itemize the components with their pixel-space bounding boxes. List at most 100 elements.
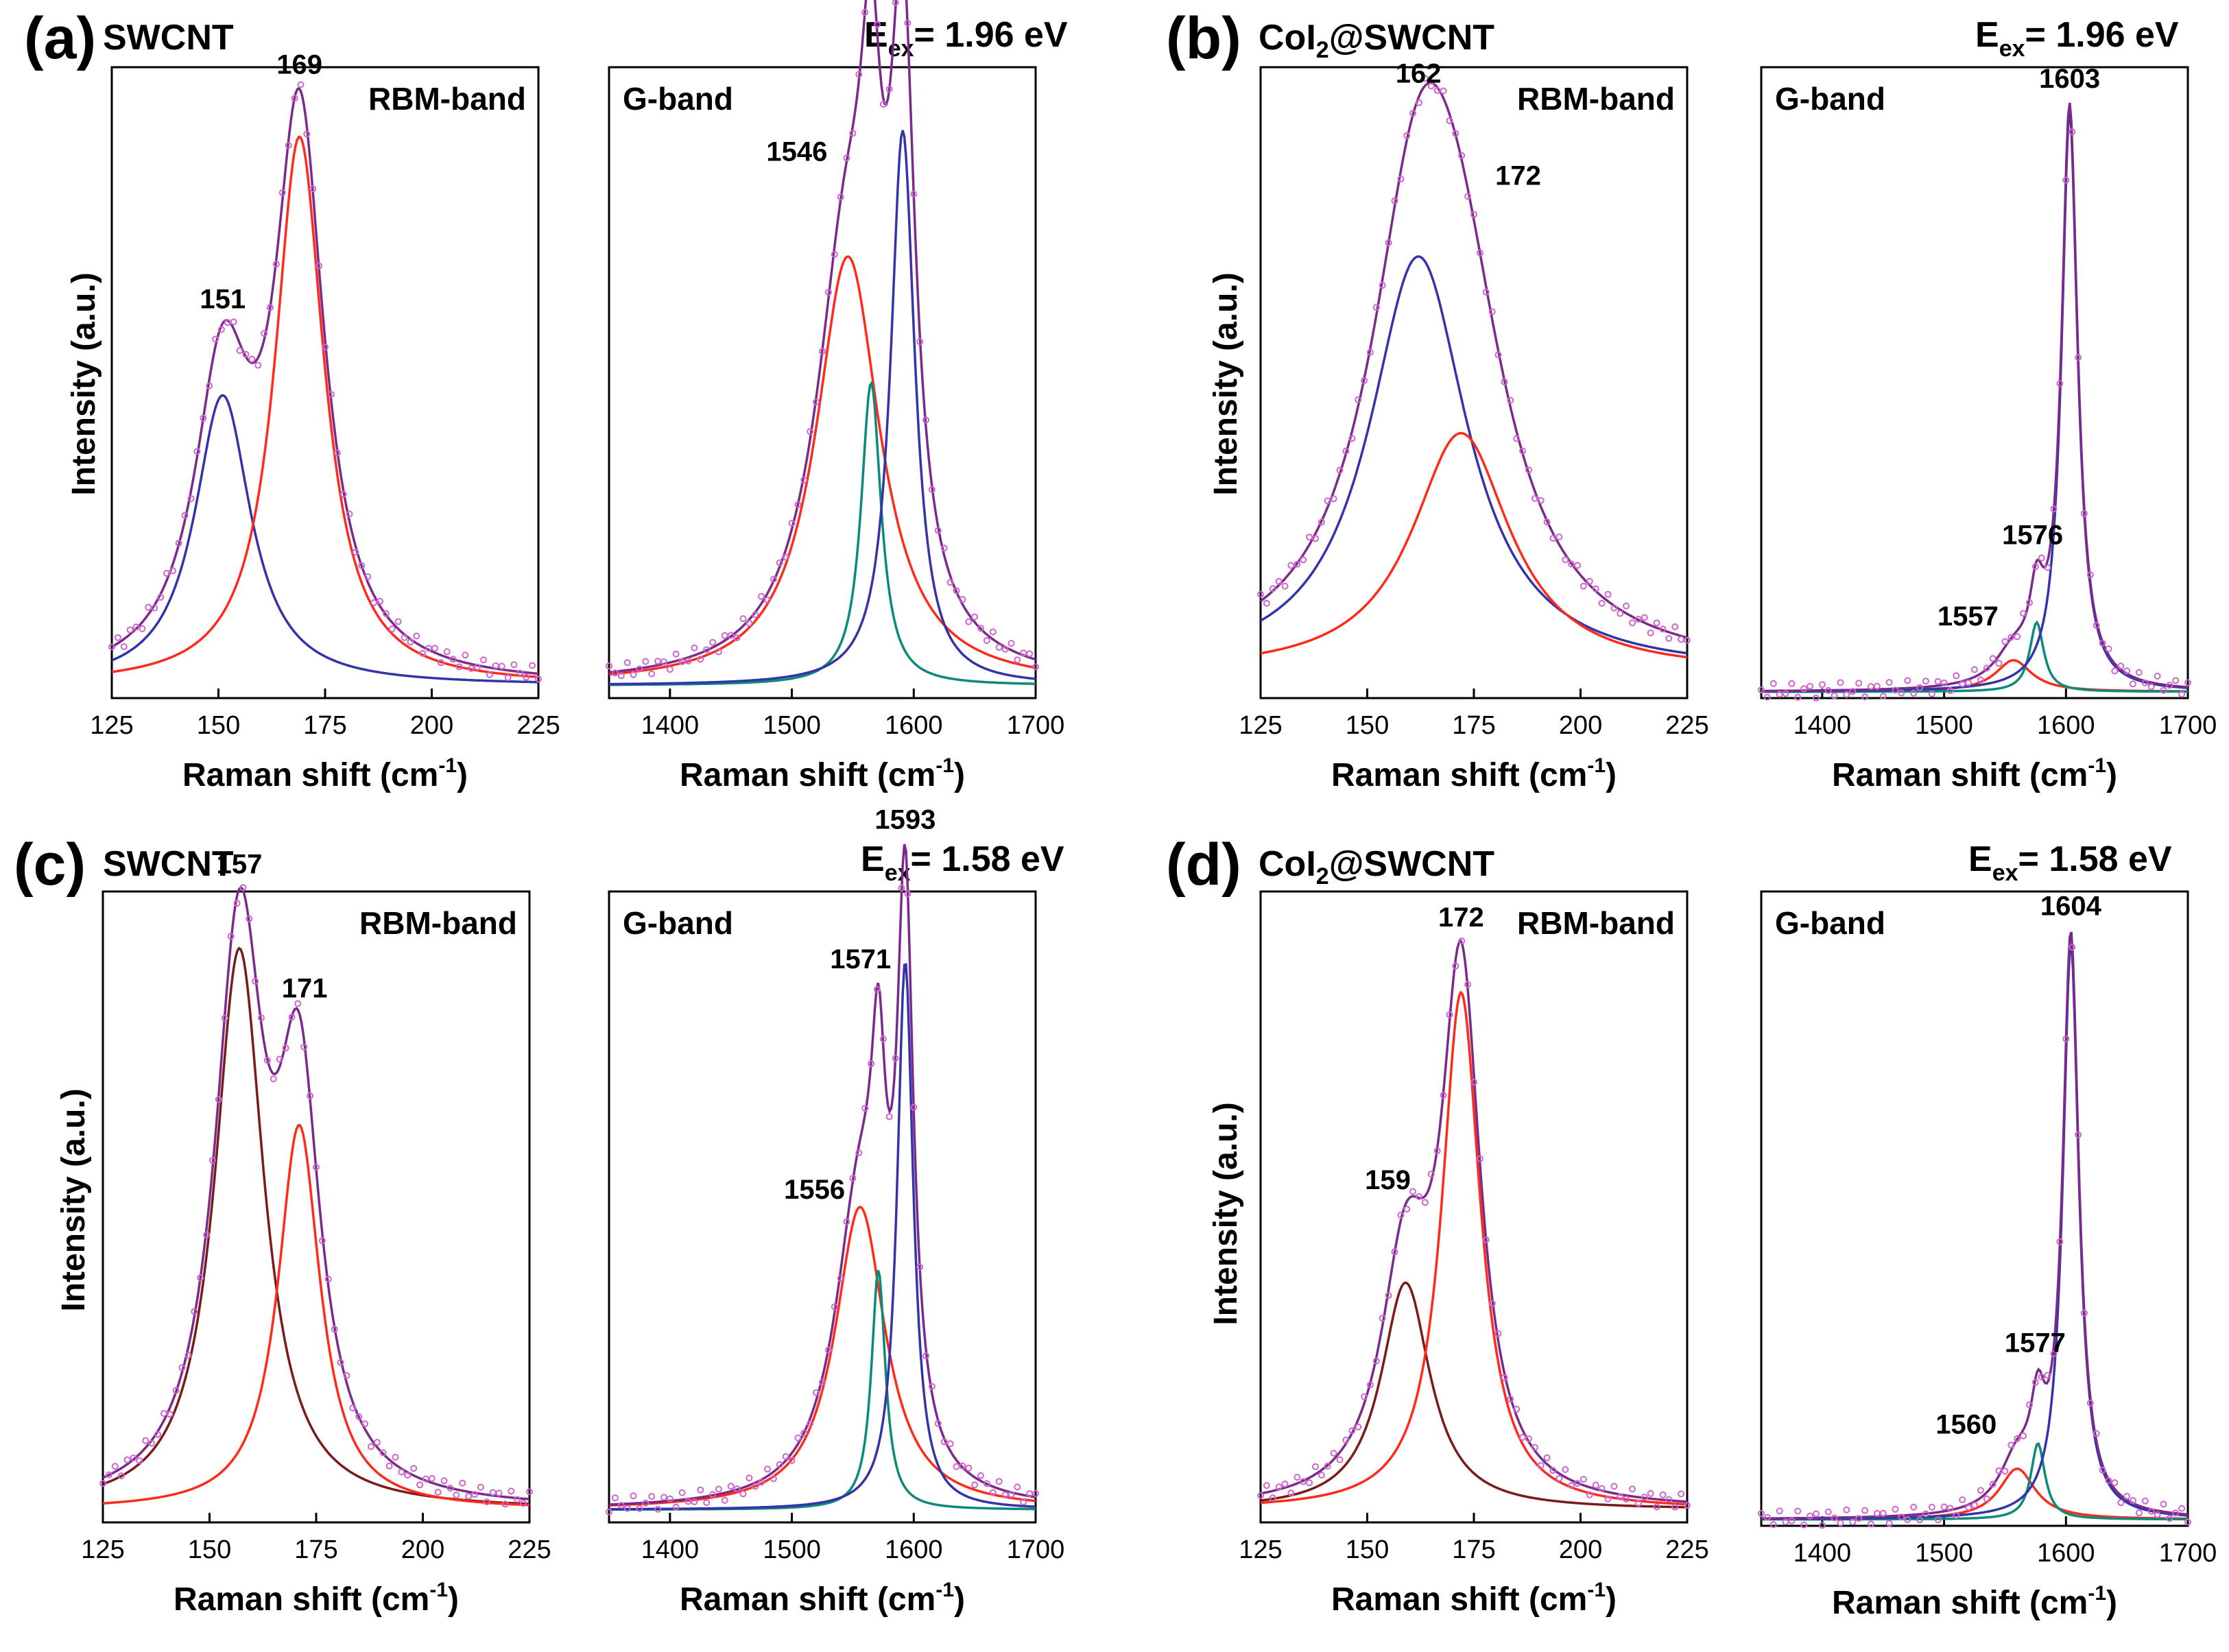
panel-b-rbm-data-point [1421, 75, 1429, 82]
panel-label-b: (b) [1166, 5, 1241, 71]
panel-d-gband-data-point [1928, 1503, 1935, 1511]
panel-d-rbm-data-point [1507, 1396, 1514, 1403]
panel-c-rbm-data-point [221, 1014, 228, 1022]
panel-d-rbm-data-point [1555, 1474, 1563, 1482]
panel-c-gband-data-point [794, 1434, 802, 1441]
panel-d-gband-data-point [2020, 1432, 2027, 1439]
panel-d-gband-data-point [1885, 1520, 1893, 1527]
panel-b-gband-data-point [2160, 686, 2167, 694]
panel-b-gband-xtick-label: 1400 [1793, 711, 1852, 740]
panel-d-rbm-data-point [1433, 1147, 1441, 1155]
panel-b-gband-data-point [1928, 690, 1935, 697]
panel-b-rbm-data-point [1452, 130, 1459, 137]
panel-b-gband-data-point [1940, 679, 1948, 686]
panel-d-gband-data-point [1763, 1513, 1771, 1521]
panel-c-rbm-data-point [385, 1462, 393, 1470]
panel-d-rbm-data-point [1537, 1461, 1545, 1469]
panel-b-gband-data-point [2117, 662, 2125, 670]
panel-d-rbm-data-point [1617, 1493, 1624, 1500]
panel-c-rbm-data-point [263, 1057, 271, 1064]
panel-b-gband-data-point [2178, 691, 2186, 698]
panel-c-gband-data-point [989, 1489, 997, 1496]
panel-a-rbm-data-point [285, 142, 292, 149]
panel-b-rbm-data-point [1275, 577, 1283, 585]
panel-d-gband-data-point [1922, 1510, 1929, 1518]
panel-d-rbm-data-point [1598, 1485, 1606, 1492]
panel-a-gband-data-point [940, 544, 948, 552]
panel-b-rbm-xtick-label: 175 [1452, 711, 1495, 740]
panel-c-rbm-data-point [495, 1489, 503, 1497]
panel-b-gband-data-point [1849, 688, 1857, 695]
panel-b-rbm-data-point [1513, 435, 1521, 442]
panel-d-rbm-data-point [1470, 1079, 1477, 1086]
panel-a-gband-data-point [983, 637, 990, 644]
panel-d-gband-xlabel: Raman shift (cm-1) [1832, 1582, 2117, 1621]
panel-a-rbm-data-point [242, 350, 250, 358]
panel-b-gband-data-point [2062, 176, 2070, 184]
panel-c-rbm-data-point [197, 1274, 204, 1282]
panel-a-rbm-data-point [297, 81, 305, 88]
panel-b-rbm-xtick-label: 150 [1346, 711, 1389, 740]
panel-d-gband-peak-label-1604: 1604 [2040, 891, 2102, 921]
panel-a-gband-data-point [922, 416, 930, 424]
panel-b-gband-data-point [2038, 554, 2045, 562]
panel-c-gband-data-point [623, 1505, 631, 1512]
panel-d-rbm-data-point [1446, 1011, 1453, 1018]
panel-a-rbm-xtick-label: 225 [516, 711, 560, 740]
panel-d-gband-data-point [1800, 1521, 1808, 1529]
panel-d-gband-data-point [1965, 1504, 1972, 1511]
panel-a-gband-data-point [813, 398, 820, 406]
panel-label-d: (d) [1166, 832, 1241, 898]
panel-a-gband-data-point [684, 658, 692, 665]
panel-d-rbm-data-point [1671, 1503, 1679, 1511]
panel-a-rbm-data-point [145, 603, 152, 611]
panel-a-gband-data-point [788, 520, 796, 527]
panel-a-gband-component-1565 [609, 380, 1036, 686]
panel-c-gband-frame [608, 890, 1037, 1524]
panel-b-gband-component-1576 [1761, 620, 2188, 693]
panel-d-gband-peak-label-1560: 1560 [1935, 1410, 1996, 1440]
panel-b-gband-data-point [1959, 680, 1966, 688]
panel-b-rbm-data-point [1494, 351, 1502, 359]
panel-b-rbm-data-point [1306, 534, 1313, 541]
panel-d-rbm-data-point [1525, 1435, 1532, 1442]
panel-b-gband-data-point [2007, 634, 2015, 641]
panel-c-rbm-data-point [355, 1413, 363, 1420]
panel-c-rbm-data-point [282, 1044, 289, 1052]
panel-a-gband-data-point [776, 559, 783, 566]
panel-a-gband-data-point [764, 597, 771, 603]
panel-b-gband-data-point [1873, 682, 1881, 690]
panel-c-gband-data-point [721, 1496, 728, 1504]
panel-b-gband-data-point [1977, 676, 1984, 684]
panel-d-rbm-data-point [1385, 1292, 1392, 1299]
panel-c-rbm-data-point [288, 1014, 296, 1021]
panel-c-gband-xtick-label: 1500 [763, 1535, 821, 1564]
panel-a-gband-data-point [715, 648, 722, 656]
panel-d-rbm-data-point [1336, 1456, 1344, 1463]
ylabel-b: Intensity (a.u.) [1208, 272, 1244, 495]
panel-b-rbm-xtick-label: 200 [1559, 711, 1602, 740]
panel-d-rbm-xtick-label: 125 [1239, 1535, 1282, 1564]
panel-b-gband-data-point [1843, 691, 1850, 698]
panel-a-gband-data-point [733, 634, 741, 641]
panel-d-gband-data-point [1892, 1505, 1899, 1513]
panel-b-gband-data-point [1995, 660, 2003, 667]
panel-b-rbm-data-point [1385, 239, 1392, 246]
panel-a-gband-data-point [824, 289, 832, 296]
panel-a-rbm-data-point [474, 663, 481, 671]
panel-a-rbm-xtick-label: 150 [197, 711, 240, 740]
panel-b-rbm-data-point [1598, 599, 1606, 607]
panel-d-gband-xtick-label: 1600 [2037, 1539, 2095, 1568]
panel-d-gband-data-point [2117, 1499, 2125, 1507]
panel-d-rbm-frame [1259, 890, 1689, 1524]
panel-b-gband-data-point [1879, 693, 1887, 700]
panel-b-gband-data-point [2080, 510, 2088, 517]
panel-b-rbm-data-point [1366, 348, 1374, 356]
panel-c-gband-data-point [843, 1218, 850, 1225]
panel-c-gband-data-point [636, 1505, 643, 1512]
panel-b-rbm-data-point [1397, 175, 1405, 182]
panel-c-rbm-data-point [483, 1498, 490, 1506]
ylabel-a: Intensity (a.u.) [66, 272, 102, 495]
panel-b-rbm-data-point [1531, 494, 1538, 502]
panel-b-rbm-component-162 [1260, 255, 1688, 655]
